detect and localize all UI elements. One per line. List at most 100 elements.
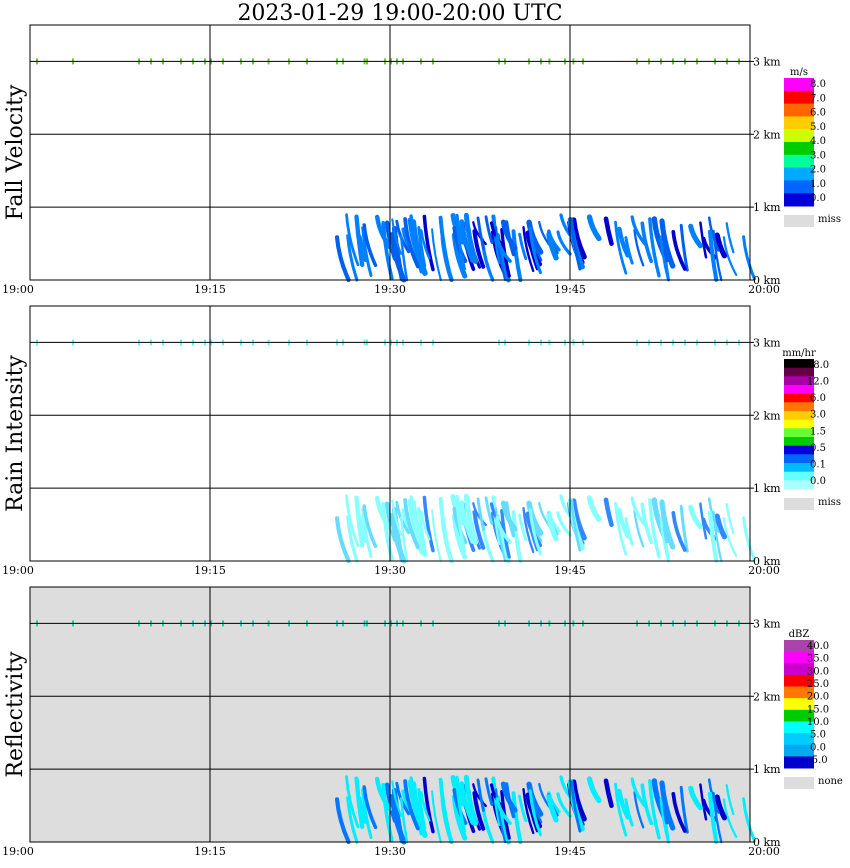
precip-streak: [431, 790, 442, 844]
precip-streak: [420, 791, 431, 822]
precip-streak: [659, 235, 670, 282]
precip-streak: [742, 797, 756, 843]
precip-streak: [422, 776, 435, 834]
precip-streak: [586, 495, 602, 523]
precip-streak: [511, 510, 523, 563]
precip-streak: [651, 497, 670, 544]
y-tick-label: 0 km: [753, 555, 781, 568]
precip-streak: [489, 783, 505, 810]
legend-swatch: [784, 367, 814, 377]
legend-swatch: [784, 744, 814, 757]
precip-streak: [346, 796, 359, 844]
precip-streak: [407, 218, 422, 265]
precip-streak: [546, 794, 559, 823]
precip-streak: [679, 223, 689, 272]
x-tick-label: 19:30: [374, 845, 406, 858]
precip-streak: [420, 510, 431, 541]
precip-streak: [472, 510, 486, 550]
precip-streak: [381, 220, 394, 281]
legend-label: 1.5: [810, 426, 826, 437]
precip-streak: [742, 516, 756, 562]
precip-streak: [422, 495, 435, 553]
legend-label: 30.0: [807, 666, 829, 677]
precip-streak: [518, 232, 528, 261]
precip-streak: [659, 780, 676, 831]
precip-streak: [472, 791, 486, 831]
legend-swatch: [784, 686, 814, 699]
precip-streak: [526, 500, 544, 536]
legend-swatch: [784, 90, 814, 105]
precip-streak: [463, 774, 479, 826]
legend-swatch: [784, 454, 814, 464]
y-tick-label: 3 km: [753, 55, 781, 68]
precip-streak: [617, 788, 631, 820]
precip-streak: [472, 229, 486, 269]
precip-streak: [679, 504, 689, 553]
precip-streak: [361, 507, 373, 558]
precip-streak: [511, 229, 523, 282]
legend-swatch: [784, 419, 814, 429]
legend-label: 6.0: [810, 108, 826, 119]
x-tick-label: 20:00: [748, 564, 780, 577]
precip-streaks: [334, 774, 756, 845]
precip-streak: [614, 220, 628, 275]
panel-refl: 19:00 19:15 19:30 19:45 20:000 km 1 km 2 km 3 k…: [2, 586, 843, 858]
precip-streak: [417, 788, 427, 830]
precip-streak: [742, 235, 756, 281]
precip-streak: [420, 229, 431, 260]
x-tick-label: 19:30: [374, 564, 406, 577]
legend-swatch: [784, 471, 814, 481]
precip-streak: [334, 235, 351, 283]
legend-unit: m/s: [790, 67, 808, 78]
precip-streak: [659, 797, 670, 844]
precip-streak: [472, 221, 487, 246]
legend-swatch: [784, 463, 814, 473]
legend-label: 3.0: [810, 150, 826, 161]
precip-streak: [346, 515, 359, 563]
legend-swatch: [784, 359, 814, 369]
legend-label: 0.5: [810, 443, 826, 454]
legend-label: 0.0: [810, 193, 826, 204]
legend-swatch: [784, 142, 814, 156]
precip-streak: [648, 779, 661, 840]
precip-streak: [399, 516, 409, 563]
legend-label: 40.0: [807, 641, 829, 652]
precip-streak: [495, 797, 512, 825]
precip-streak: [624, 517, 634, 546]
x-tick-label: 19:00: [2, 283, 34, 296]
precip-streak: [410, 219, 428, 276]
legend-swatch: [784, 756, 814, 769]
precip-streak: [699, 502, 708, 540]
y-axis-label: Fall Velocity: [3, 84, 28, 220]
legend-swatch: [784, 437, 814, 447]
precip-streak: [714, 794, 727, 821]
legend-label: 4.0: [810, 136, 826, 147]
precip-streak: [538, 220, 551, 246]
precip-streak: [651, 216, 670, 263]
precip-streak: [571, 498, 587, 541]
precip-streaks: [334, 493, 756, 564]
legend-swatch: [784, 129, 814, 143]
precip-streak: [476, 216, 485, 250]
precip-streak: [603, 778, 614, 808]
precip-streak: [714, 513, 727, 540]
precip-streak: [452, 507, 468, 545]
y-tick-label: 1 km: [753, 201, 781, 214]
precip-streak: [633, 510, 645, 548]
legend-label: 1.0: [810, 179, 826, 190]
precip-streak: [722, 236, 738, 276]
legend-swatch: [784, 733, 814, 746]
y-tick-label: 3 km: [753, 336, 781, 349]
precip-streak: [463, 212, 479, 264]
precip-streak: [633, 791, 645, 829]
legend-miss-swatch: [784, 498, 814, 510]
precip-streak: [586, 214, 602, 242]
precip-streak: [518, 513, 528, 542]
precip-streak: [659, 218, 676, 269]
legend-miss-label: none: [818, 776, 843, 787]
precip-streak: [440, 798, 454, 845]
precip-streak: [345, 494, 360, 548]
precip-streak: [484, 496, 494, 525]
precip-streak: [381, 501, 394, 562]
